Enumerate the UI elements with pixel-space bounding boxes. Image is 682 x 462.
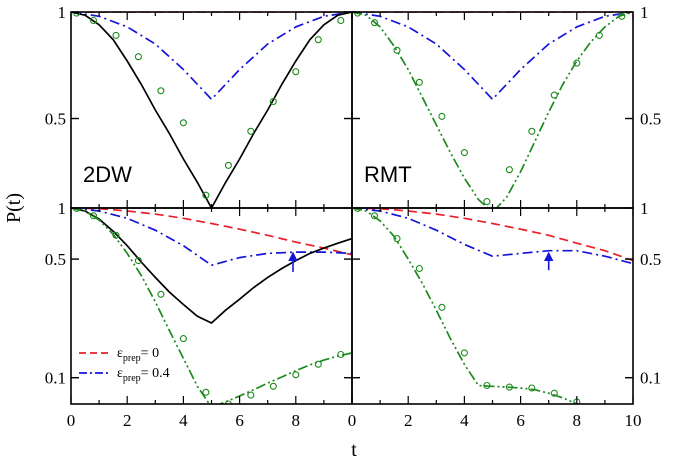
legend-label: εprep= 0.4	[117, 366, 170, 384]
y-tick-label: 0.5	[45, 250, 66, 269]
x-tick-label: 2	[404, 411, 413, 430]
data-point-marker	[314, 36, 322, 44]
series-line-blue-1	[71, 12, 352, 101]
series-line-green-3	[71, 208, 352, 404]
data-point-marker	[269, 382, 277, 390]
data-point-marker	[370, 19, 379, 27]
series-line-green-2	[352, 208, 578, 404]
x-tick-label: 4	[179, 411, 188, 430]
panel-label: RMT	[364, 162, 412, 187]
y-tick-label: 0.1	[640, 369, 661, 388]
series-line-blue-1	[71, 208, 352, 267]
data-point-marker	[618, 12, 626, 20]
data-point-marker	[528, 384, 536, 392]
x-tick-label: 0	[348, 411, 357, 430]
data-point-marker	[202, 388, 210, 396]
y-tick-label: 1	[58, 3, 67, 22]
data-point-marker	[247, 391, 255, 399]
x-tick-label: 10	[625, 411, 642, 430]
y-tick-label: 1	[640, 3, 649, 22]
data-point-marker	[505, 383, 513, 391]
data-point-marker	[415, 78, 423, 86]
plot-area-bottom-left	[71, 208, 352, 404]
data-point-marker	[179, 119, 187, 127]
data-point-marker	[393, 46, 401, 54]
data-point-marker	[89, 212, 98, 220]
data-point-marker	[157, 87, 165, 95]
data-point-marker	[460, 149, 468, 157]
y-axis-label: P(t)	[3, 193, 25, 223]
x-tick-label: 6	[516, 411, 525, 430]
data-point-marker	[438, 112, 446, 120]
data-point-marker	[573, 59, 581, 67]
data-point-marker	[550, 91, 558, 99]
y-tick-label: 1	[640, 199, 649, 218]
data-point-marker	[224, 400, 232, 404]
data-point-marker	[202, 191, 210, 199]
data-point-marker	[483, 198, 491, 206]
data-point-marker	[134, 257, 142, 265]
plot-area-top-right	[352, 12, 633, 208]
series-line-black-2	[71, 208, 352, 325]
series-line-green-2	[352, 12, 633, 208]
data-point-marker	[438, 303, 446, 311]
data-point-marker	[460, 349, 468, 357]
x-tick-label: 2	[123, 411, 132, 430]
x-tick-label: 8	[573, 411, 582, 430]
x-axis-label: t	[351, 439, 357, 461]
data-point-marker	[112, 31, 120, 39]
plot-area-bottom-right	[352, 208, 633, 404]
legend: εprep= 0 εprep= 0.4	[79, 346, 170, 384]
data-point-marker	[393, 235, 401, 243]
series-line-black-2	[71, 12, 352, 208]
data-point-marker	[179, 335, 187, 343]
data-point-marker	[73, 12, 81, 17]
legend-label: εprep= 0	[117, 346, 159, 364]
plot-area-top-left	[71, 12, 352, 208]
data-point-marker	[224, 161, 232, 169]
panel-top-right: 1 0.5 RMT	[351, 3, 661, 209]
series-line-red-0	[352, 208, 633, 262]
panel-top-left: 1 0.5 2DW	[45, 3, 353, 209]
x-tick-label: 6	[235, 411, 244, 430]
panel-label: 2DW	[83, 162, 132, 187]
data-point-marker	[337, 350, 345, 359]
x-tick-label: 4	[460, 411, 469, 430]
data-point-marker	[370, 212, 379, 220]
data-point-marker	[415, 264, 423, 273]
y-tick-label: 0.1	[45, 369, 66, 388]
data-point-marker	[292, 68, 300, 76]
series-line-blue-1	[352, 12, 633, 101]
data-point-marker	[292, 371, 300, 379]
data-point-marker	[550, 389, 558, 397]
data-point-marker	[314, 360, 322, 368]
series-line-blue-1	[352, 208, 633, 265]
y-tick-label: 0.5	[640, 250, 661, 269]
data-point-marker	[89, 16, 98, 25]
data-point-marker	[595, 31, 603, 39]
panels-group: 1 0.5 2DW 1 0.5 RMT 1 0.5 0.1 0 2 4 6 8 0 1 0.5 0.1 2 4 6 8 10…	[45, 3, 662, 430]
y-tick-label: 0.5	[45, 110, 66, 129]
panel-bottom-right: 1 0.5 0.1 2 4 6 8 10	[351, 199, 661, 430]
data-point-marker	[269, 97, 277, 106]
data-point-marker	[354, 12, 362, 17]
y-tick-label: 1	[58, 199, 67, 218]
data-point-marker	[157, 290, 165, 298]
data-point-marker	[337, 16, 345, 25]
y-tick-label: 0.5	[640, 110, 661, 129]
x-tick-label: 8	[292, 411, 301, 430]
x-tick-label: 0	[67, 411, 76, 430]
series-line-red-0	[71, 208, 352, 256]
data-point-marker	[112, 231, 120, 239]
data-point-marker	[483, 381, 491, 390]
data-point-marker	[528, 127, 536, 135]
data-point-marker	[247, 127, 255, 135]
panel-bottom-left: 1 0.5 0.1 0 2 4 6 8 0	[45, 199, 357, 430]
data-point-marker	[134, 53, 142, 61]
data-point-marker	[505, 166, 513, 174]
